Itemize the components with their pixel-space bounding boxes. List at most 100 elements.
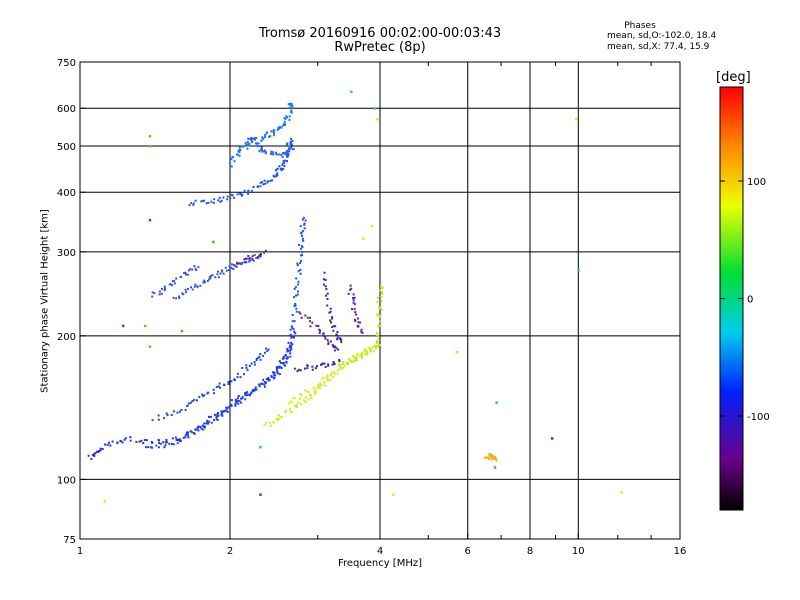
data-point <box>300 259 302 262</box>
data-point <box>280 126 283 129</box>
data-point <box>352 297 354 300</box>
data-point <box>213 198 216 201</box>
data-point <box>215 415 218 418</box>
data-point <box>260 139 263 142</box>
data-point <box>299 247 302 250</box>
data-point <box>166 414 169 417</box>
data-point <box>324 384 327 387</box>
data-point <box>265 421 268 424</box>
data-point <box>313 391 316 393</box>
data-point <box>247 257 250 260</box>
data-point <box>283 159 286 162</box>
data-point <box>283 162 285 165</box>
data-point <box>286 151 289 154</box>
data-point <box>99 449 102 452</box>
data-point <box>290 341 293 344</box>
data-point <box>483 456 486 459</box>
data-point <box>221 411 223 414</box>
data-point <box>303 222 306 225</box>
data-point <box>196 427 199 430</box>
data-point <box>291 326 294 329</box>
data-point <box>296 264 299 267</box>
data-point <box>165 438 168 441</box>
data-point <box>246 143 248 146</box>
data-point <box>276 167 279 170</box>
data-point <box>283 120 286 123</box>
data-point <box>354 318 357 321</box>
data-point <box>380 285 382 288</box>
data-point <box>238 149 241 152</box>
data-point <box>282 355 285 358</box>
data-point <box>342 362 345 365</box>
data-point <box>171 284 174 287</box>
data-point <box>377 313 380 316</box>
data-point <box>174 436 177 439</box>
data-point <box>290 336 293 339</box>
data-point <box>191 431 194 434</box>
data-point <box>349 288 352 291</box>
data-point <box>196 285 199 288</box>
data-point <box>289 140 292 143</box>
data-point <box>106 443 109 446</box>
data-point <box>288 115 291 118</box>
data-point <box>326 374 329 377</box>
data-point <box>354 319 357 322</box>
data-point <box>328 311 331 314</box>
data-point <box>237 395 240 397</box>
data-point <box>225 410 228 413</box>
data-point <box>203 426 206 429</box>
data-point <box>298 244 300 246</box>
data-point <box>198 396 201 398</box>
data-point <box>356 352 359 355</box>
data-point <box>121 441 124 444</box>
data-point <box>359 321 362 324</box>
data-point <box>317 383 320 386</box>
data-point <box>104 443 107 446</box>
data-point <box>273 132 275 134</box>
data-point <box>218 196 221 199</box>
data-point <box>300 316 303 319</box>
data-point <box>268 421 271 424</box>
data-point <box>329 378 332 381</box>
data-point <box>171 280 174 283</box>
data-point <box>243 258 246 261</box>
data-point <box>263 381 266 383</box>
data-point <box>194 283 197 286</box>
data-point <box>236 262 239 265</box>
data-point <box>193 432 196 435</box>
data-point <box>331 316 333 319</box>
data-point <box>325 288 328 291</box>
data-point <box>221 270 224 273</box>
data-point <box>273 376 276 379</box>
data-point <box>334 325 337 328</box>
data-point <box>349 284 352 287</box>
data-point <box>374 345 377 348</box>
data-point <box>347 292 350 295</box>
data-point <box>350 90 353 94</box>
data-point <box>255 357 258 360</box>
data-point <box>290 146 293 149</box>
data-point <box>209 415 212 418</box>
data-point <box>184 436 187 439</box>
data-point <box>304 400 307 403</box>
data-point <box>93 455 96 457</box>
data-point <box>148 145 152 148</box>
data-point <box>376 300 379 303</box>
x-tick-label: 10 <box>572 546 585 557</box>
data-point <box>247 137 250 140</box>
data-point <box>326 292 329 295</box>
data-point <box>266 181 269 184</box>
data-point <box>286 347 289 350</box>
data-point <box>278 360 281 363</box>
data-point <box>129 436 132 439</box>
data-point <box>250 189 253 192</box>
data-point <box>281 163 284 166</box>
data-point <box>334 373 337 376</box>
data-point <box>278 153 281 156</box>
data-point <box>276 366 279 369</box>
data-point <box>246 141 249 143</box>
data-point <box>182 436 185 439</box>
data-point <box>289 104 292 107</box>
data-point <box>271 179 273 182</box>
data-point <box>360 356 363 359</box>
